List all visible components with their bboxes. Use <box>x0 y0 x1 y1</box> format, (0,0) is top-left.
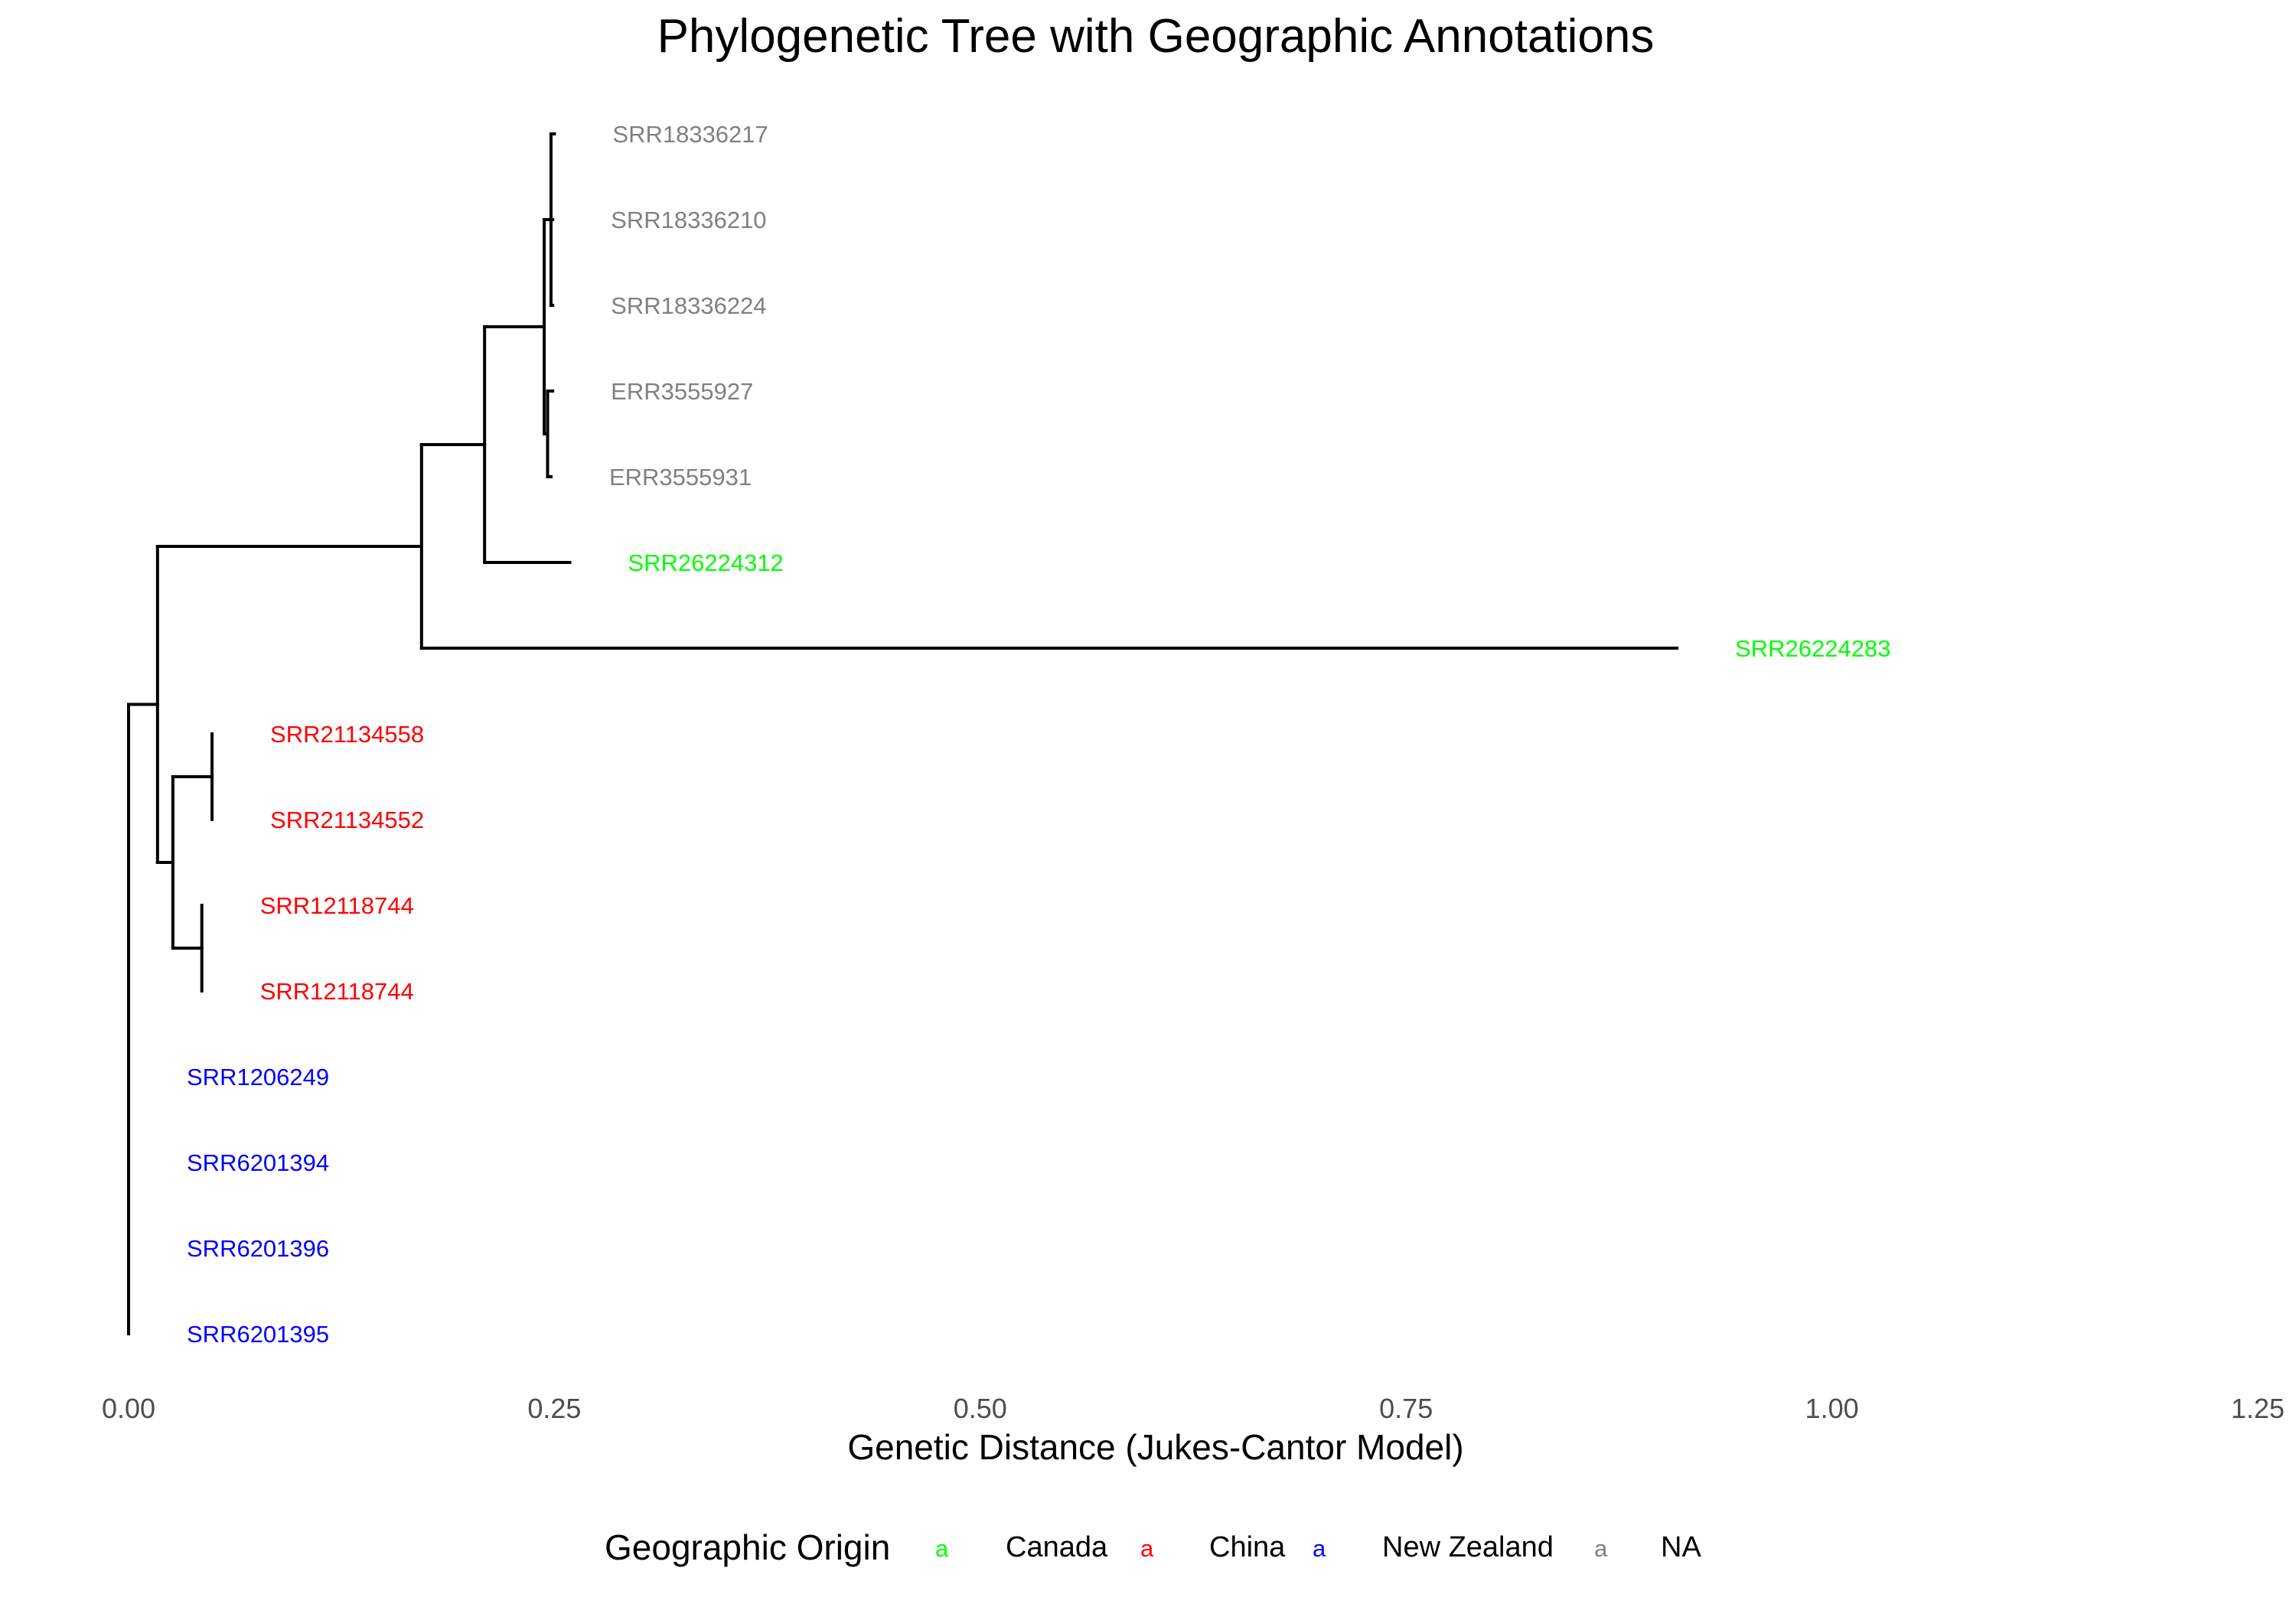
x-tick-label: 1.25 <box>2231 1393 2285 1424</box>
x-axis-ticks: 0.00 0.25 0.50 0.75 1.00 1.25 <box>102 1393 2285 1424</box>
tip-label: SRR18336217 <box>612 121 768 148</box>
tip-label: SRR21134558 <box>270 721 424 748</box>
legend-key: a <box>1313 1535 1326 1562</box>
tip-label: SRR18336210 <box>611 207 766 233</box>
legend-key: a <box>1140 1535 1154 1562</box>
legend-label: New Zealand <box>1382 1531 1554 1563</box>
x-tick-label: 1.00 <box>1805 1393 1859 1424</box>
legend-entries: a Canada a China a New Zealand a NA <box>935 1531 1701 1563</box>
x-tick-label: 0.75 <box>1379 1393 1433 1424</box>
tip-label: SRR12118744 <box>260 892 414 919</box>
legend-key: a <box>935 1535 949 1562</box>
tip-label: ERR3555931 <box>609 464 752 491</box>
x-tick-label: 0.00 <box>102 1393 155 1424</box>
tip-label: SRR21134552 <box>270 807 424 833</box>
tip-label: SRR12118744 <box>260 978 414 1005</box>
tip-label: SRR1206249 <box>187 1064 329 1090</box>
tip-label: ERR3555927 <box>611 378 753 405</box>
x-tick-label: 0.25 <box>527 1393 581 1424</box>
legend-label: Canada <box>1006 1531 1108 1563</box>
legend-label: China <box>1209 1531 1286 1563</box>
chart-title: Phylogenetic Tree with Geographic Annota… <box>657 10 1655 63</box>
tip-label: SRR18336224 <box>611 292 766 319</box>
tip-label: SRR6201396 <box>187 1235 329 1262</box>
legend-title: Geographic Origin <box>605 1527 890 1567</box>
x-axis-title: Genetic Distance (Jukes-Cantor Model) <box>847 1427 1463 1467</box>
tip-labels: SRR18336217 SRR18336210 SRR18336224 ERR3555… <box>187 121 1890 1348</box>
x-tick-label: 0.50 <box>954 1393 1007 1424</box>
legend: Geographic Origin a Canada a China a New Zeal… <box>605 1527 1701 1567</box>
tip-label: SRR6201395 <box>187 1321 329 1348</box>
legend-label: NA <box>1661 1531 1701 1563</box>
tip-label: SRR26224283 <box>1735 635 1890 662</box>
tip-label: SRR6201394 <box>187 1149 329 1176</box>
tree-branches <box>127 132 1679 1335</box>
legend-key: a <box>1594 1535 1608 1562</box>
tip-label: SRR26224312 <box>628 549 783 576</box>
